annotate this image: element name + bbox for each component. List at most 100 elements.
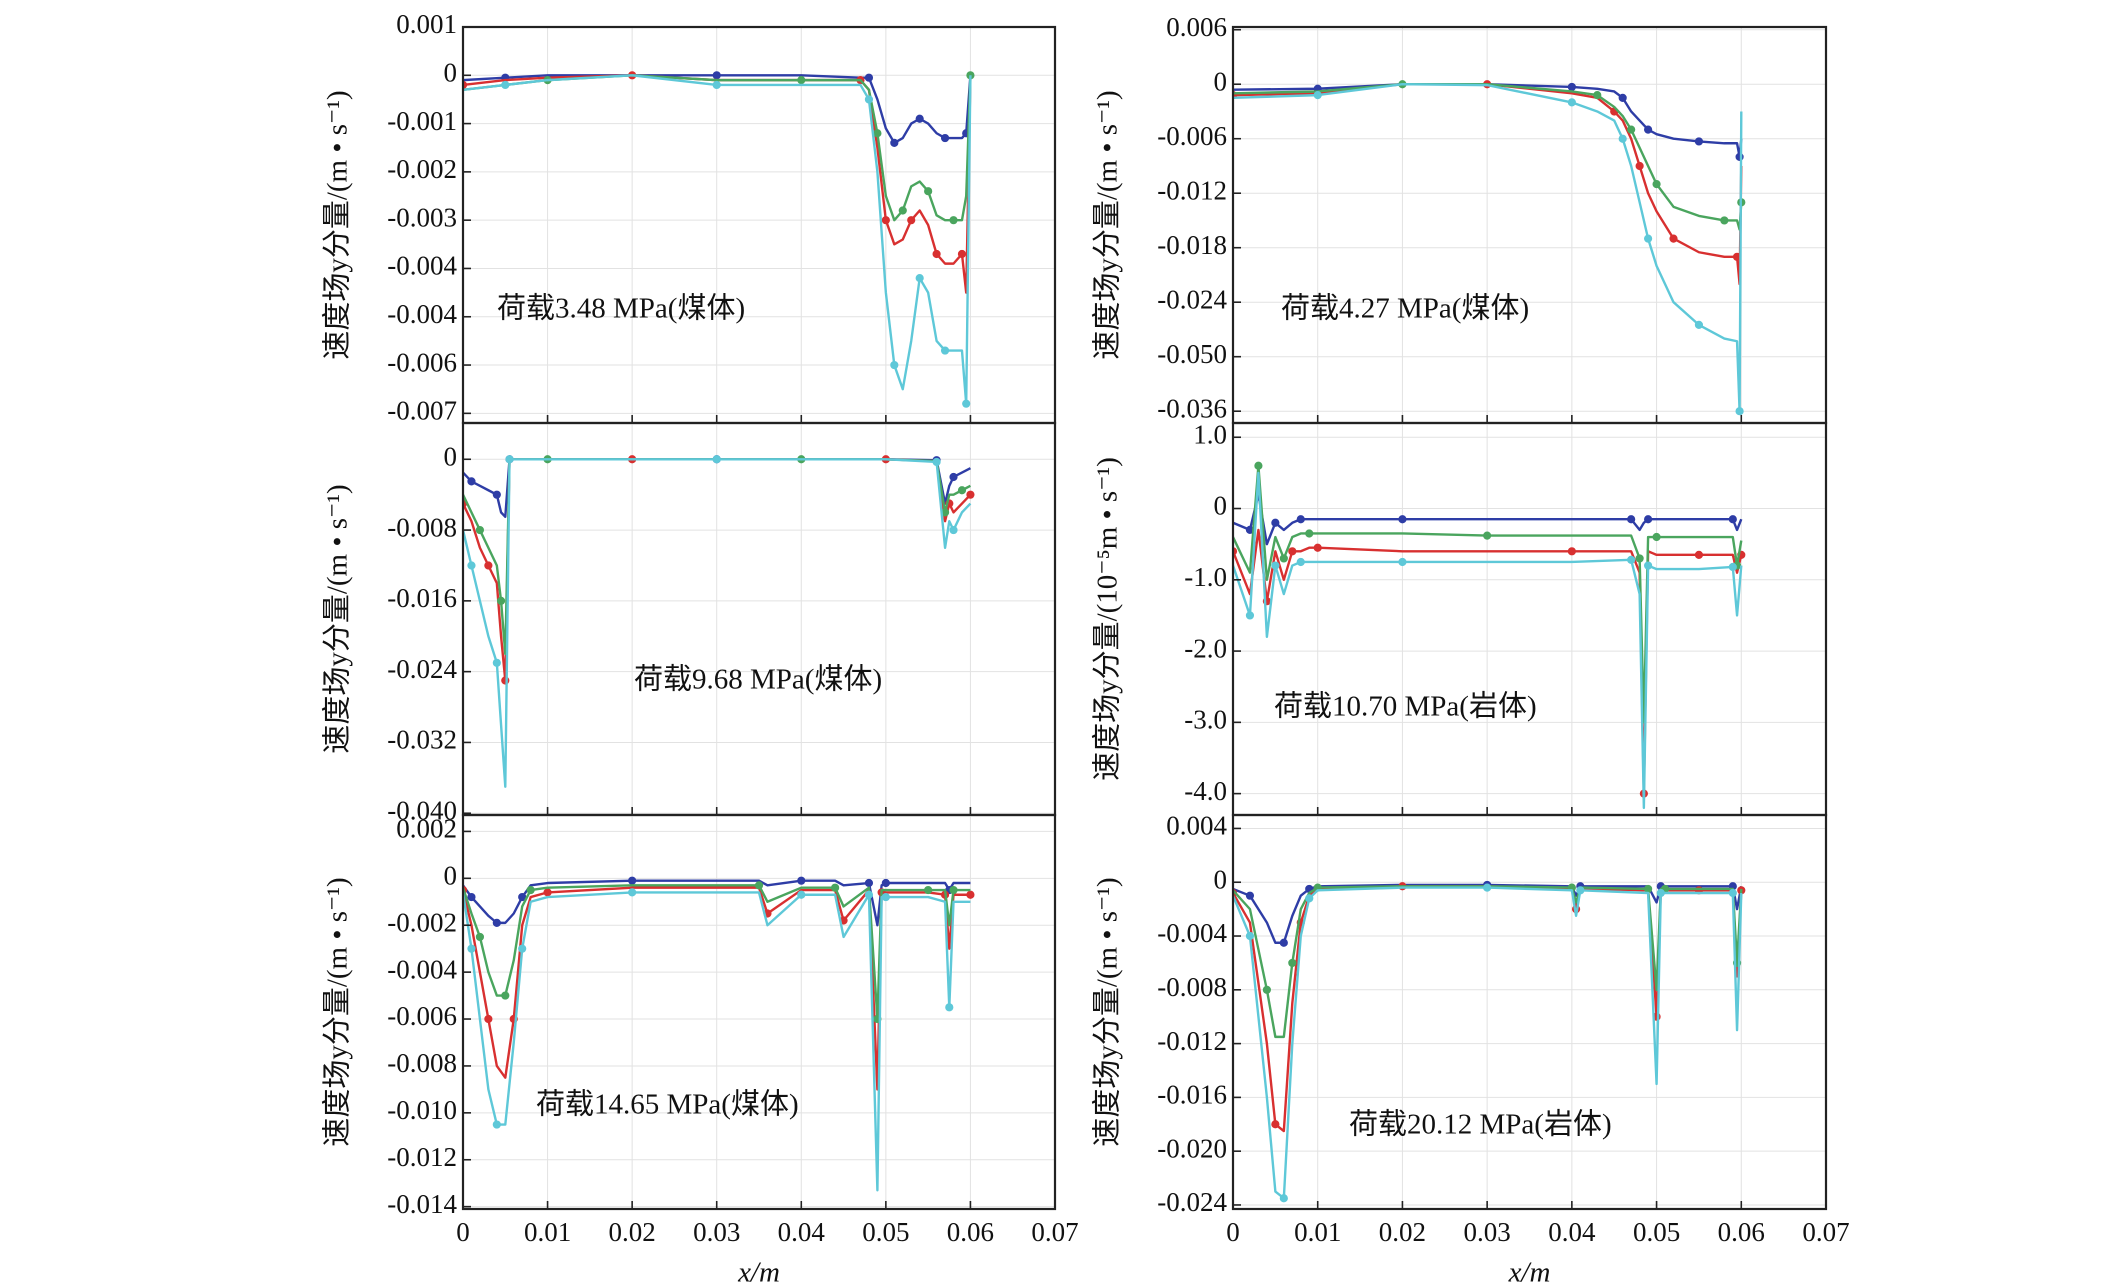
plot-area: [1233, 880, 1746, 1203]
annotation: 荷载20.12 MPa(岩体): [1349, 1108, 1612, 1141]
series-marker: [1279, 938, 1288, 947]
x-tick-label: 0.01: [1294, 1217, 1341, 1247]
series-marker: [1271, 518, 1280, 527]
series-marker: [492, 490, 501, 499]
series-marker: [966, 890, 975, 899]
y-tick-label: -0.007: [387, 396, 457, 426]
y-axis-label: 速度场y分量/(m • s⁻¹): [321, 90, 354, 359]
series-marker: [492, 1120, 501, 1129]
y-tick-label: -0.008: [1157, 972, 1227, 1002]
series-marker: [484, 1014, 493, 1024]
series-marker: [924, 885, 933, 895]
series-marker: [467, 561, 476, 570]
plot-frame: [1231, 813, 1828, 1211]
y-tick-label: 0.002: [396, 814, 457, 844]
y-tick-label: -2.0: [1184, 633, 1227, 663]
series-marker: [1279, 1194, 1288, 1203]
series-marker: [945, 1003, 954, 1012]
series-marker: [1694, 137, 1704, 146]
series-marker: [1669, 234, 1678, 243]
series-marker: [712, 71, 721, 80]
y-tick-label: -0.002: [387, 907, 457, 937]
y-tick-label: 0: [444, 441, 458, 471]
y-tick-label: 0.001: [396, 9, 457, 39]
series-marker: [1296, 557, 1305, 567]
plot-frame: [461, 813, 1057, 1211]
series-marker: [962, 399, 971, 408]
series-line: [1233, 886, 1743, 1200]
annotation: 荷载3.48 MPa(煤体): [497, 292, 745, 325]
plot-area: [1233, 80, 1746, 416]
series-marker: [873, 129, 882, 138]
series-marker: [1728, 515, 1737, 524]
series-line: [1233, 471, 1743, 810]
annotation: 荷载14.65 MPa(煤体): [536, 1088, 799, 1121]
y-tick-label: -0.012: [1157, 175, 1227, 205]
series-marker: [712, 455, 721, 464]
series-marker: [1288, 547, 1297, 556]
series-marker: [1694, 550, 1704, 559]
plot-area: [463, 455, 975, 788]
series-marker: [1483, 531, 1492, 540]
series-marker: [1398, 515, 1407, 524]
series-marker: [1567, 82, 1576, 92]
series-marker: [496, 596, 506, 605]
series-marker: [492, 658, 501, 667]
y-tick-label: -0.006: [387, 347, 457, 377]
series-marker: [797, 890, 806, 899]
series-marker: [1644, 561, 1653, 570]
series-marker: [475, 525, 485, 535]
series-marker: [915, 114, 924, 123]
series-marker: [475, 932, 485, 942]
series-marker: [881, 216, 890, 225]
annotation: 荷载9.68 MPa(煤体): [634, 663, 882, 696]
series-marker: [1627, 555, 1636, 564]
series-marker: [924, 187, 933, 196]
series-line: [1233, 464, 1743, 724]
y-tick-label: -0.016: [387, 583, 457, 613]
series-marker: [518, 944, 527, 953]
series-line: [1233, 493, 1743, 546]
series-marker: [864, 890, 874, 899]
series-marker: [932, 249, 941, 259]
series-marker: [1694, 320, 1704, 330]
series-marker: [1245, 931, 1255, 941]
y-tick-label: -0.003: [387, 202, 457, 232]
series-marker: [467, 892, 476, 902]
series-marker: [1245, 891, 1255, 900]
series-marker: [881, 892, 890, 902]
x-tick-label: 0.02: [1379, 1217, 1426, 1247]
series-marker: [1305, 894, 1314, 903]
y-axis-label: 速度场y分量/(m • s⁻¹): [321, 484, 354, 753]
series-marker: [492, 918, 501, 927]
series-marker: [1720, 216, 1729, 225]
series-marker: [1567, 547, 1576, 556]
series-marker: [915, 274, 924, 283]
series-marker: [890, 138, 899, 148]
series-marker: [1483, 883, 1492, 892]
plot-area: [463, 71, 975, 408]
series-marker: [1279, 554, 1288, 563]
y-tick-label: 0: [444, 861, 458, 891]
annotation: 荷载10.70 MPa(岩体): [1274, 690, 1537, 723]
series-marker: [1313, 91, 1322, 100]
series-marker: [1644, 125, 1653, 134]
series-marker: [1618, 93, 1627, 102]
series-marker: [797, 876, 806, 885]
plot-frame: [461, 421, 1057, 817]
plot-frame: [1231, 421, 1828, 817]
series-line: [1233, 83, 1743, 413]
x-tick-label: 0.03: [693, 1217, 740, 1247]
annotation: 荷载4.27 MPa(煤体): [1281, 292, 1529, 325]
series-marker: [1644, 884, 1653, 894]
y-tick-label: -0.004: [387, 251, 457, 281]
series-marker: [628, 888, 637, 897]
series-line: [1233, 528, 1743, 795]
x-tick-label: 0.07: [1031, 1217, 1078, 1247]
y-tick-label: -3.0: [1184, 705, 1227, 735]
x-tick-label: 0.03: [1464, 1217, 1511, 1247]
series-marker: [890, 360, 899, 370]
series-marker: [881, 878, 890, 888]
y-tick-label: -0.008: [387, 512, 457, 542]
series-marker: [1254, 461, 1263, 470]
